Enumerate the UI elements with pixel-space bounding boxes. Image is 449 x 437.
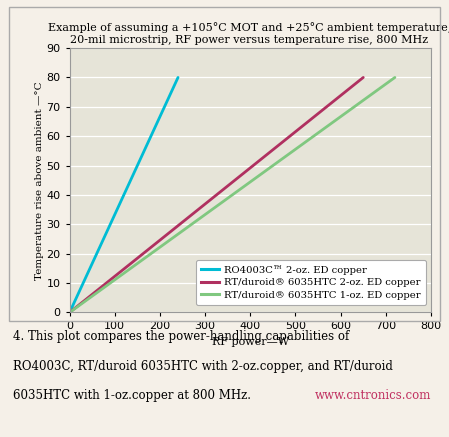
Y-axis label: Temperature rise above ambient —°C: Temperature rise above ambient —°C <box>35 81 44 280</box>
Text: Example of assuming a +105°C MOT and +25°C ambient temperature,
20-mil microstri: Example of assuming a +105°C MOT and +25… <box>48 22 449 45</box>
Text: 6035HTC with 1-oz.copper at 800 MHz.: 6035HTC with 1-oz.copper at 800 MHz. <box>13 389 251 402</box>
Text: 4. This plot compares the power-handling capabilities of: 4. This plot compares the power-handling… <box>13 330 350 343</box>
X-axis label: RF power—W: RF power—W <box>212 337 289 347</box>
Legend: RO4003C™ 2-oz. ED copper, RT/duroid® 6035HTC 2-oz. ED copper, RT/duroid® 6035HTC: RO4003C™ 2-oz. ED copper, RT/duroid® 603… <box>196 260 426 305</box>
Text: RO4003C, RT/duroid 6035HTC with 2-oz.copper, and RT/duroid: RO4003C, RT/duroid 6035HTC with 2-oz.cop… <box>13 360 393 373</box>
Text: www.cntronics.com: www.cntronics.com <box>315 389 431 402</box>
